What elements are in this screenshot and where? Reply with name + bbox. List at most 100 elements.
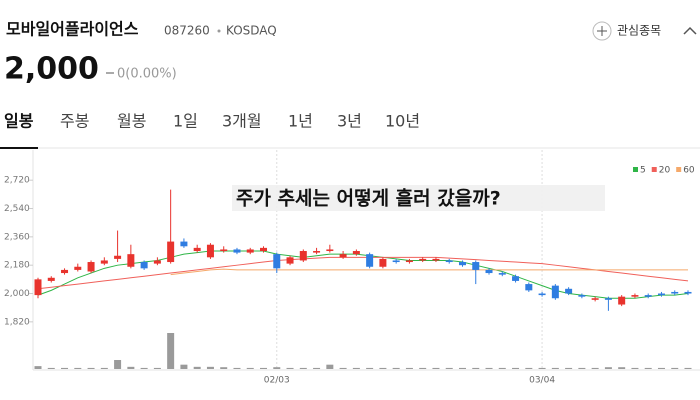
volume-bar (538, 367, 546, 369)
volume-bar (657, 367, 665, 369)
candle-body (392, 260, 400, 263)
legend-label: 5 (640, 166, 646, 176)
volume-bar (472, 367, 480, 369)
candle-body (167, 241, 175, 263)
candle-body (671, 291, 679, 294)
candle-body (445, 260, 453, 263)
tab[interactable]: 1일 (173, 112, 198, 131)
candle-body (326, 249, 334, 252)
volume-bar (140, 367, 148, 369)
volume-bar (74, 367, 82, 369)
candle-body (246, 249, 254, 253)
tab[interactable]: 1년 (288, 112, 313, 131)
volume-bar (618, 367, 626, 369)
legend-label: 60 (683, 166, 695, 176)
market: KOSDAQ (226, 24, 277, 38)
chart: 1,820 2,000 2,180 2,360 2,540 2,720 02/03 03/04… (4, 150, 700, 386)
candle-body (618, 296, 626, 305)
candle-body (127, 254, 135, 267)
candle-body (313, 251, 321, 253)
volume-bar (246, 367, 254, 369)
volume-bar (578, 367, 586, 369)
candle-body (273, 254, 281, 269)
volume-bar (366, 367, 374, 369)
volume-bar (631, 367, 639, 369)
legend-swatch (651, 167, 657, 172)
tab[interactable]: 10년 (385, 112, 420, 131)
volume-bar (153, 367, 161, 369)
volume-bar (684, 367, 692, 369)
y-tick-label: 1,820 (4, 317, 30, 327)
volume-bar (47, 367, 55, 369)
volume-bar (485, 367, 493, 369)
tab[interactable]: 월봉 (117, 112, 146, 131)
volume-bar (127, 366, 135, 369)
candle-body (180, 241, 188, 247)
volume-bar (193, 366, 201, 369)
candle-body (286, 257, 294, 264)
candle-body (419, 258, 427, 261)
tab[interactable]: 3년 (337, 112, 362, 131)
ma-line (37, 250, 689, 299)
candle-body (657, 293, 665, 296)
volume-bar (405, 367, 413, 369)
candle-body (153, 260, 161, 264)
candle-body (432, 258, 440, 261)
tab[interactable]: 주봉 (60, 112, 89, 131)
x-tick-label: 02/03 (264, 376, 290, 386)
volume-bar (352, 367, 360, 369)
tabs: 일봉 주봉 월봉 1일 3개월 1년 3년 10년 (4, 112, 420, 131)
x-tick-label: 03/04 (529, 376, 555, 386)
watch-button[interactable]: 관심종목 (592, 21, 661, 41)
candle-body (206, 244, 214, 258)
volume-bar (326, 364, 334, 369)
volume-bar (61, 367, 69, 369)
candle-body (74, 266, 82, 270)
volume-bar (498, 367, 506, 369)
y-tick-label: 2,540 (4, 204, 30, 214)
candle-body (87, 262, 95, 272)
volume-bar (220, 367, 228, 369)
volume-bar (432, 367, 440, 369)
candle-body (47, 277, 55, 281)
volume-bar (167, 333, 175, 369)
volume-bar (565, 367, 573, 369)
tab[interactable]: 3개월 (222, 112, 262, 131)
volume-bar (299, 367, 307, 369)
volume-bar (114, 360, 122, 369)
y-tick-label: 2,720 (4, 176, 30, 186)
volume-bar (671, 367, 679, 369)
candle-body (61, 269, 69, 274)
candle-body (140, 262, 148, 269)
volume-bar (604, 367, 612, 369)
price: 2,000 (4, 52, 99, 87)
volume-bar (379, 367, 387, 369)
legend-swatch (633, 167, 638, 172)
volume-bar (512, 367, 520, 369)
candle-body (260, 247, 268, 252)
y-tick-label: 2,180 (4, 261, 30, 271)
volume-bar (458, 367, 466, 369)
tab[interactable]: 일봉 (4, 112, 34, 131)
candle-body (684, 291, 692, 294)
candle-body (114, 255, 122, 259)
change: 0(0.00%) (117, 67, 177, 82)
volume-bar (273, 367, 281, 369)
annotation: 주가 추세는 어떻게 흘러 갔을까? (236, 187, 501, 210)
volume-bar (87, 367, 95, 369)
candle-body (498, 273, 506, 275)
candle-body (472, 262, 480, 270)
volume-bar (551, 367, 559, 369)
candle-body (220, 249, 228, 252)
candle-body (604, 298, 612, 300)
candle-body (193, 247, 201, 252)
candle-body (352, 251, 360, 255)
volume-bar (392, 367, 400, 369)
volume-bar (445, 367, 453, 369)
candle-body (551, 285, 559, 299)
candle-body (538, 293, 546, 296)
collapse-icon[interactable] (683, 26, 697, 35)
volume-bar (233, 367, 241, 369)
legend-swatch (676, 167, 682, 172)
candle-body (233, 249, 241, 253)
